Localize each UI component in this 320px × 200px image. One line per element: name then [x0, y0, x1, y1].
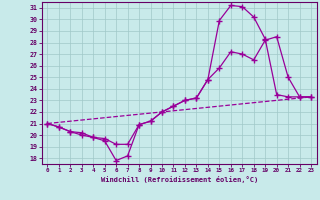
X-axis label: Windchill (Refroidissement éolien,°C): Windchill (Refroidissement éolien,°C) [100, 176, 258, 183]
